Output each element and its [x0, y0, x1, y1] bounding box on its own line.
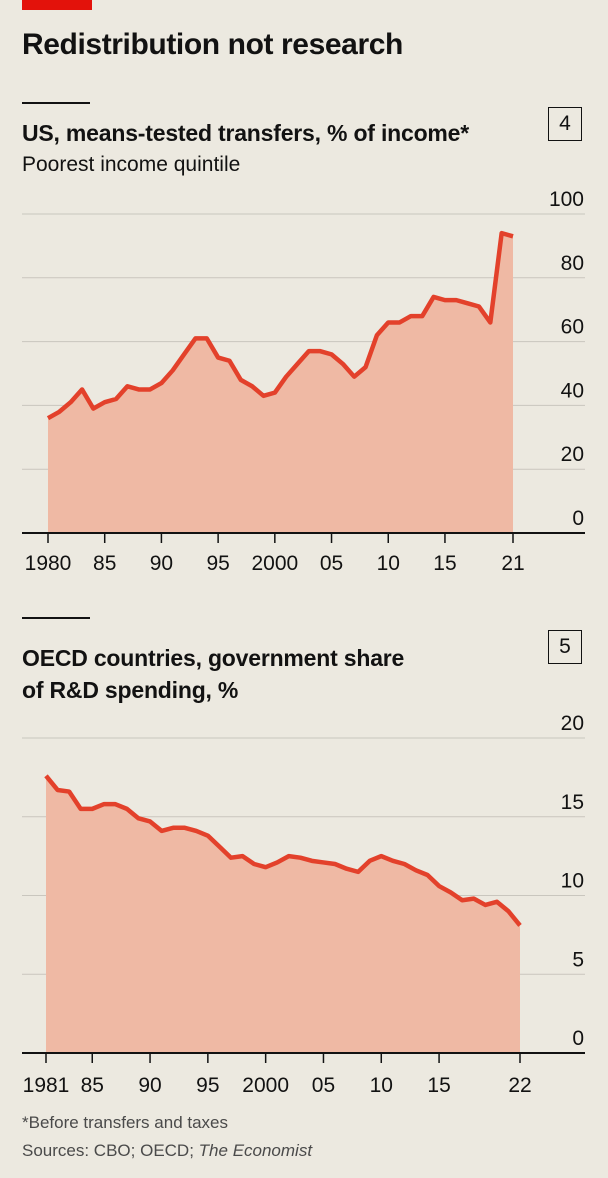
y-tick-label-10: 10	[561, 870, 584, 893]
footnote: *Before transfers and taxes	[22, 1113, 229, 1132]
y-tick-label-20: 20	[561, 712, 584, 735]
x-tick-label-10: 10	[370, 1074, 393, 1097]
x-tick-label-2000: 2000	[242, 1074, 289, 1097]
panel-4-number-badge: 4	[548, 107, 582, 141]
source-line: Sources: CBO; OECD; The Economist	[22, 1141, 312, 1161]
main-title: Redistribution not research	[22, 28, 403, 61]
source-prefix: Sources: CBO; OECD;	[22, 1141, 199, 1160]
area-fill	[46, 775, 520, 1053]
series-line	[44, 774, 522, 927]
panel-4-rule	[22, 102, 90, 104]
y-tick-label-60: 60	[561, 316, 584, 339]
x-tick-label-1980: 1980	[25, 552, 72, 575]
panel-4-title: US, means-tested transfers, % of income*	[22, 120, 470, 146]
panel-5-number-badge: 5	[548, 630, 582, 664]
x-tick-label-90: 90	[138, 1074, 161, 1097]
source-italic: The Economist	[198, 1141, 313, 1160]
area-fill	[48, 233, 513, 533]
x-tick-label-95: 95	[206, 552, 229, 575]
x-tick-label-10: 10	[377, 552, 400, 575]
y-tick-label-0: 0	[572, 1027, 584, 1050]
y-tick-label-0: 0	[572, 507, 584, 530]
y-tick-label-100: 100	[549, 188, 584, 211]
x-tick-label-85: 85	[93, 552, 116, 575]
y-tick-label-20: 20	[561, 443, 584, 466]
panel-5-title: OECD countries, government share	[22, 645, 405, 671]
panel-5-rule	[22, 617, 90, 619]
panel-5-title-line2: of R&D spending, %	[22, 677, 239, 703]
x-tick-label-21: 21	[501, 552, 524, 575]
y-tick-label-15: 15	[561, 791, 584, 814]
x-tick-label-15: 15	[433, 552, 456, 575]
x-tick-label-15: 15	[427, 1074, 450, 1097]
x-tick-label-95: 95	[196, 1074, 219, 1097]
red-tag-accent	[22, 0, 92, 10]
panel-4-subtitle: Poorest income quintile	[22, 153, 241, 176]
x-tick-label-1981: 1981	[23, 1074, 70, 1097]
y-tick-label-5: 5	[572, 948, 584, 971]
x-tick-label-2000: 2000	[251, 552, 298, 575]
x-tick-label-90: 90	[150, 552, 173, 575]
y-tick-label-80: 80	[561, 252, 584, 275]
y-tick-label-40: 40	[561, 379, 584, 402]
x-tick-label-22: 22	[508, 1074, 531, 1097]
x-tick-label-85: 85	[81, 1074, 104, 1097]
series-line	[46, 230, 514, 421]
x-tick-label-05: 05	[320, 552, 343, 575]
x-tick-label-05: 05	[312, 1074, 335, 1097]
panel-4-chart: 0 20 40 60 80 100 1980 85 90 95 2000 05 10 15 21	[22, 188, 585, 575]
